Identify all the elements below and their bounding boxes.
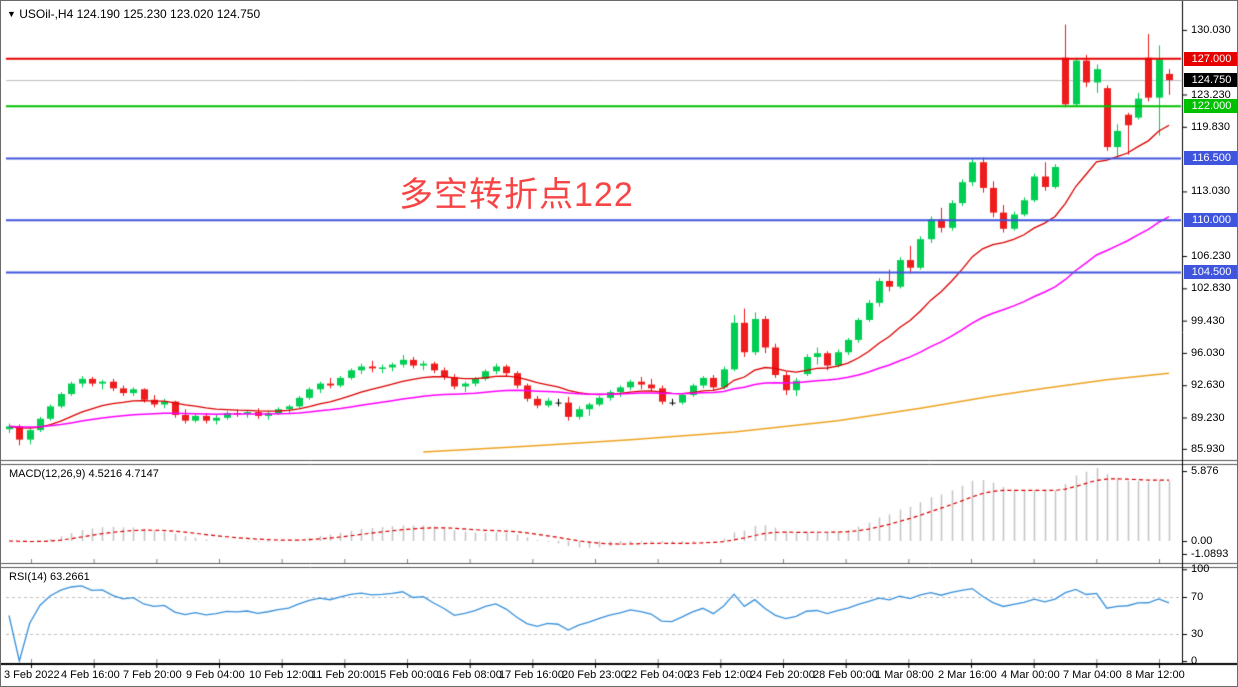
time-axis-label: 20 Feb 23:00 bbox=[562, 669, 627, 681]
time-axis-label: 24 Feb 20:00 bbox=[750, 669, 815, 681]
time-axis-label: 23 Feb 12:00 bbox=[687, 669, 752, 681]
macd-axis-tick-label: 5.876 bbox=[1191, 465, 1219, 477]
time-axis-label: 10 Feb 12:00 bbox=[249, 669, 314, 681]
price-axis-tick-label: 99.430 bbox=[1191, 315, 1225, 327]
symbol-ohlc-text: USOil-,H4 124.190 125.230 123.020 124.75… bbox=[19, 7, 261, 21]
symbol-timeframe-ohlc-label: ▼ USOil-,H4 124.190 125.230 123.020 124.… bbox=[7, 7, 260, 21]
price-axis-tick-label: 96.030 bbox=[1191, 347, 1225, 359]
time-axis-label: 28 Feb 00:00 bbox=[813, 669, 878, 681]
time-axis-label: 17 Feb 16:00 bbox=[499, 669, 564, 681]
price-tag-110.000: 110.000 bbox=[1184, 213, 1237, 227]
price-axis-tick-label: 113.030 bbox=[1191, 185, 1230, 197]
price-tag-116.500: 116.500 bbox=[1184, 151, 1237, 165]
time-axis-label: 2 Mar 16:00 bbox=[938, 669, 997, 681]
price-tag-124.750: 124.750 bbox=[1184, 73, 1237, 87]
macd-indicator-label: MACD(12,26,9) 4.5216 4.7147 bbox=[9, 468, 159, 480]
price-axis-tick-label: 119.830 bbox=[1191, 121, 1230, 133]
time-axis-label: 3 Feb 2022 bbox=[4, 669, 60, 681]
price-axis-tick-label: 123.230 bbox=[1191, 89, 1231, 101]
time-axis-label: 8 Mar 12:00 bbox=[1126, 669, 1185, 681]
time-axis-label: 15 Feb 00:00 bbox=[374, 669, 439, 681]
time-axis-label: 7 Mar 04:00 bbox=[1063, 669, 1122, 681]
rsi-axis-tick-label: 100 bbox=[1191, 563, 1210, 575]
macd-axis-tick-label: -1.0893 bbox=[1191, 548, 1229, 560]
time-axis-label: 9 Feb 04:00 bbox=[186, 669, 245, 681]
time-axis-label: 1 Mar 08:00 bbox=[875, 669, 934, 681]
time-axis-label: 22 Feb 04:00 bbox=[625, 669, 690, 681]
time-axis-label: 11 Feb 20:00 bbox=[311, 669, 376, 681]
price-tag-127.000: 127.000 bbox=[1184, 52, 1237, 66]
price-tag-122.000: 122.000 bbox=[1184, 99, 1237, 113]
price-axis-tick-label: 106.230 bbox=[1191, 250, 1231, 262]
time-axis-label: 4 Feb 16:00 bbox=[61, 669, 120, 681]
rsi-axis-tick-label: 70 bbox=[1191, 591, 1204, 603]
macd-axis-tick-label: 0.00 bbox=[1191, 535, 1213, 547]
price-axis-tick-label: 85.930 bbox=[1191, 443, 1225, 455]
price-tag-104.500: 104.500 bbox=[1184, 265, 1237, 279]
price-axis-tick-label: 92.630 bbox=[1191, 379, 1225, 391]
collapse-triangle-icon: ▼ bbox=[7, 9, 16, 19]
price-axis-tick-label: 102.830 bbox=[1191, 282, 1231, 294]
rsi-indicator-label: RSI(14) 63.2661 bbox=[9, 571, 90, 583]
rsi-axis-tick-label: 0 bbox=[1191, 655, 1198, 667]
price-axis-tick-label: 89.230 bbox=[1191, 412, 1225, 424]
time-axis-label: 4 Mar 00:00 bbox=[1001, 669, 1060, 681]
time-axis-label: 16 Feb 08:00 bbox=[437, 669, 502, 681]
price-axis-tick-label: 130.030 bbox=[1191, 24, 1231, 36]
chart-annotation-text[interactable]: 多空转折点122 bbox=[399, 176, 634, 214]
time-axis-label: 7 Feb 20:00 bbox=[123, 669, 182, 681]
rsi-axis-tick-label: 30 bbox=[1191, 628, 1204, 640]
